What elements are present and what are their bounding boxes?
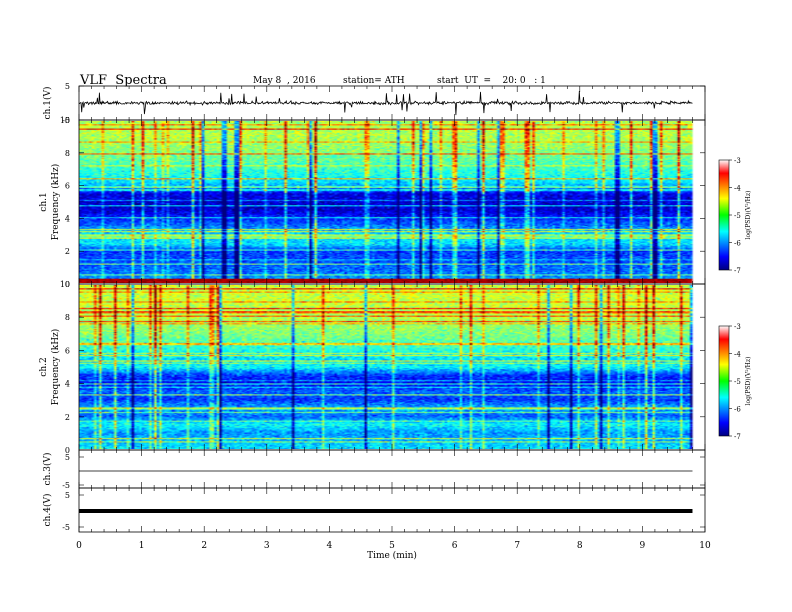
ch4-ylabel: ch.4(V)	[42, 494, 53, 527]
s1-ylabel: Frequency (kHz)	[50, 164, 61, 241]
s1-colorbar	[718, 159, 730, 271]
date-label: May 8 , 2016	[253, 76, 316, 86]
s1-colorbar-tick--5: -5	[734, 212, 741, 220]
xtick-5: 5	[389, 541, 395, 551]
ch2-spectrogram-image	[79, 285, 705, 449]
s2-ytick-8: 8	[65, 313, 70, 322]
s1-ytick-10: 10	[60, 116, 70, 125]
xtick-3: 3	[264, 541, 270, 551]
ch1-ytick-bottom: -5	[62, 116, 70, 125]
xtick-10: 10	[699, 541, 711, 551]
ch3-ytick-bottom: -5	[62, 481, 70, 490]
xtick-1: 1	[139, 541, 145, 551]
s2-colorbar-tick--6: -6	[734, 406, 741, 414]
s1-ytick-4: 4	[65, 214, 70, 223]
s2-ytick-0: 0	[65, 446, 70, 455]
s2-colorbar-label: log(PSD)(V²/Hz)	[745, 357, 752, 406]
s2-colorbar	[718, 325, 730, 437]
xtick-0: 0	[76, 541, 82, 551]
s2-ylabel: Frequency (kHz)	[50, 329, 61, 406]
s2-colorbar-tick--4: -4	[734, 351, 741, 359]
xtick-6: 6	[452, 541, 458, 551]
s2-ytick-6: 6	[65, 346, 70, 355]
start-time-label: start UT = 20: 0 : 1	[437, 76, 546, 86]
ch1-ytick-top: 5	[65, 82, 70, 91]
s1-ytick-8: 8	[65, 149, 70, 158]
s1-colorbar-tick--3: -3	[734, 157, 741, 165]
xtick-4: 4	[327, 541, 333, 551]
ch4-ytick-bottom: -5	[62, 523, 70, 532]
s2-colorbar-tick--3: -3	[734, 323, 741, 331]
s1-colorbar-tick--4: -4	[734, 185, 741, 193]
s1-colorbar-tick--7: -7	[734, 267, 741, 275]
s1-channel-label: ch.1	[39, 192, 49, 211]
station-label: station= ATH	[343, 76, 405, 86]
xtick-2: 2	[201, 541, 207, 551]
xtick-9: 9	[640, 541, 646, 551]
ch1-ylabel: ch.1(V)	[42, 87, 53, 120]
s2-ytick-4: 4	[65, 380, 70, 389]
s1-colorbar-label: log(PSD)(V²/Hz)	[745, 191, 752, 240]
ch1-spectrogram-image	[79, 121, 705, 283]
ch1-trace	[78, 91, 693, 116]
s1-ytick-0: 0	[65, 280, 70, 289]
s2-ytick-2: 2	[65, 413, 70, 422]
s2-channel-label: ch.2	[39, 357, 49, 376]
s1-ytick-2: 2	[65, 247, 70, 256]
s2-colorbar-tick--5: -5	[734, 378, 741, 386]
ch3-ylabel: ch.3(V)	[42, 453, 53, 486]
xaxis-label: Time (min)	[367, 550, 417, 561]
ch3-ytick-top: 5	[65, 453, 70, 462]
s2-ytick-10: 10	[60, 280, 70, 289]
s1-colorbar-tick--6: -6	[734, 240, 741, 248]
s2-colorbar-tick--7: -7	[734, 433, 741, 441]
xtick-7: 7	[514, 541, 520, 551]
ch4-ytick-top: 5	[65, 491, 70, 500]
xtick-8: 8	[577, 541, 583, 551]
figure-title: VLF Spectra	[80, 73, 167, 88]
s1-ytick-6: 6	[65, 182, 70, 191]
